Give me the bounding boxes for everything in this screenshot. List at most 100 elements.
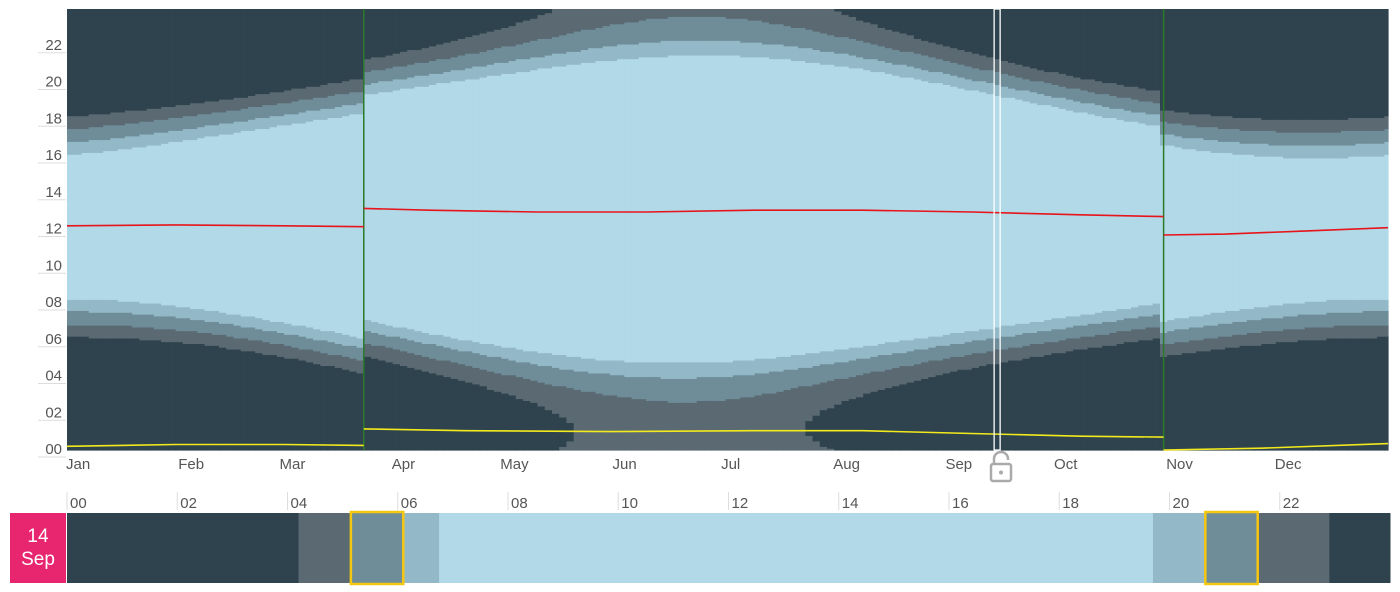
heatmap-cell xyxy=(182,104,191,117)
heatmap-cell xyxy=(906,51,915,67)
heatmap-cell xyxy=(305,337,314,350)
heatmap-cell xyxy=(855,20,864,41)
heatmap-cell xyxy=(168,130,177,142)
heatmap-cell xyxy=(848,398,857,451)
heatmap-cell xyxy=(88,139,97,153)
heatmap-cell xyxy=(812,383,821,416)
heatmap-cell xyxy=(363,343,372,357)
heatmap-cell xyxy=(732,374,741,400)
heatmap-cell xyxy=(1051,71,1060,85)
heatmap-cell xyxy=(1355,312,1364,326)
heatmap-cell xyxy=(1102,9,1110,84)
heatmap-cell xyxy=(957,343,966,357)
heatmap-cell xyxy=(378,80,387,93)
strip-twilight-highlight[interactable] xyxy=(1204,510,1259,586)
heatmap-cell xyxy=(747,374,756,398)
heatmap-cell xyxy=(284,9,292,91)
heatmap-cell xyxy=(153,303,162,317)
heatmap-cell xyxy=(262,93,271,106)
heatmap-cell xyxy=(385,9,394,56)
heatmap-cell xyxy=(197,102,206,115)
y-tick-label: 22 xyxy=(45,37,62,54)
heatmap-cell xyxy=(609,359,618,376)
heatmap-cell xyxy=(1377,9,1385,119)
heatmap-cell xyxy=(1319,132,1328,146)
heatmap-cell xyxy=(67,325,75,337)
heatmap-cell xyxy=(1239,308,1248,322)
heatmap-cell xyxy=(117,337,126,451)
heatmap-cell xyxy=(494,9,502,30)
heatmap-cell xyxy=(204,135,213,311)
selected-day-strip-chart[interactable]: 00 02 04 06 08 10 12 14 16 18 20 22 xyxy=(0,486,1400,592)
heatmap-cell xyxy=(1246,308,1255,321)
heatmap-cell xyxy=(913,38,922,54)
heatmap-cell xyxy=(363,58,372,73)
heatmap-cell xyxy=(1188,326,1197,341)
heatmap-cell xyxy=(566,387,575,424)
heatmap-cell xyxy=(660,378,669,401)
y-tick-label: 06 xyxy=(45,331,62,348)
heatmap-cell xyxy=(884,369,893,389)
heatmap-cell xyxy=(508,374,517,396)
heatmap-cell xyxy=(1152,314,1161,328)
heatmap-cell xyxy=(349,104,358,115)
heatmap-cell xyxy=(378,334,387,346)
heatmap-cell xyxy=(689,361,698,379)
heatmap-cell xyxy=(153,315,162,330)
heatmap-cell xyxy=(776,356,785,372)
heatmap-cell xyxy=(1007,88,1016,98)
heatmap-cell xyxy=(1210,126,1219,141)
heatmap-cell xyxy=(1029,321,1038,333)
heatmap-cell xyxy=(805,62,814,354)
heatmap-cell xyxy=(81,128,90,142)
heatmap-cell xyxy=(848,54,857,69)
heatmap-cell xyxy=(399,365,408,451)
heatmap-cell xyxy=(371,332,379,346)
heatmap-cell xyxy=(1015,323,1024,335)
heatmap-cell xyxy=(443,82,452,337)
heatmap-cell xyxy=(247,315,256,328)
heatmap-cell xyxy=(689,402,698,451)
heatmap-cell xyxy=(1246,154,1255,310)
heatmap-cell xyxy=(428,73,437,85)
heatmap-cell xyxy=(1384,336,1389,451)
heatmap-cell xyxy=(1319,314,1328,328)
heatmap-cell xyxy=(877,60,886,73)
unlocked-padlock-icon[interactable] xyxy=(988,450,1014,484)
heatmap-cell xyxy=(776,9,785,25)
heatmap-cell xyxy=(219,122,227,135)
heatmap-cell xyxy=(993,9,1002,60)
heatmap-cell xyxy=(783,369,792,390)
heatmap-cell xyxy=(327,341,336,356)
heatmap-cell xyxy=(392,78,401,91)
heatmap-cell xyxy=(964,369,973,451)
heatmap-cell xyxy=(327,365,336,451)
heatmap-cell xyxy=(776,391,785,451)
heatmap-cell xyxy=(971,330,980,341)
heatmap-cell xyxy=(732,398,741,451)
strip-tick-label: 14 xyxy=(842,495,859,512)
heatmap-cell xyxy=(790,27,799,47)
heatmap-cell xyxy=(1181,352,1190,451)
heatmap-cell xyxy=(479,65,488,78)
heatmap-cell xyxy=(1152,113,1161,126)
heatmap-cell xyxy=(1094,93,1103,106)
heatmap-cell xyxy=(1275,341,1284,451)
heatmap-cell xyxy=(501,347,510,359)
heatmap-cell xyxy=(1145,124,1154,306)
heatmap-cell xyxy=(812,31,821,51)
heatmap-cell xyxy=(1304,119,1313,133)
heatmap-cell xyxy=(1232,347,1241,451)
strip-twilight-highlight[interactable] xyxy=(349,510,405,586)
heatmap-cell xyxy=(349,336,358,346)
heatmap-cell xyxy=(892,31,901,51)
heatmap-cell xyxy=(132,314,140,328)
heatmap-cell xyxy=(298,122,307,326)
heatmap-cell xyxy=(291,325,300,335)
heatmap-cell xyxy=(428,334,437,345)
heatmap-cell xyxy=(479,354,488,370)
selected-day-cursor[interactable] xyxy=(993,8,1001,451)
heatmap-cell xyxy=(1058,73,1067,87)
heatmap-cell xyxy=(1145,100,1154,115)
